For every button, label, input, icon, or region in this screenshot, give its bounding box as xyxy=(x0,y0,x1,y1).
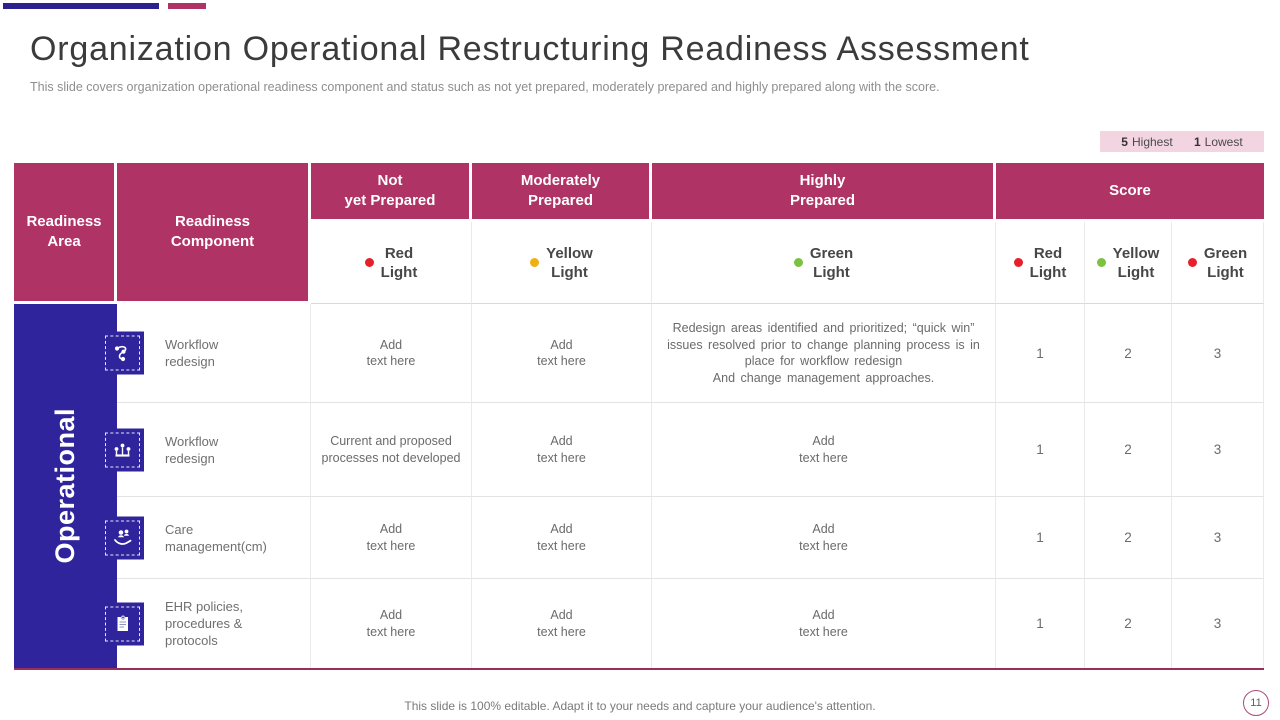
header-score: Score xyxy=(996,163,1264,222)
table-row-component: Workflow redesign xyxy=(101,403,311,497)
cell-score-yellow: 2 xyxy=(1085,497,1172,579)
cell-score-green: 3 xyxy=(1172,497,1264,579)
legend-highest-label: Highest xyxy=(1131,134,1173,149)
legend-highest-value: 5 xyxy=(1121,134,1128,149)
subheader-not-prepared-red-light: Red Light xyxy=(311,222,472,304)
accent-bar-blue xyxy=(3,3,159,9)
score-legend: 5 Highest 1 Lowest xyxy=(1100,131,1264,152)
legend-highest: 5 Highest xyxy=(1121,135,1172,149)
legend-lowest-value: 1 xyxy=(1193,134,1201,149)
subheader-score-red-light: Red Light xyxy=(996,222,1085,304)
page-subtitle: This slide covers organization operation… xyxy=(30,80,940,94)
workflow-flow-icon xyxy=(101,331,144,375)
green-dot-icon xyxy=(793,258,803,267)
yellow-dot-icon xyxy=(530,258,540,267)
header-readiness-area: Readiness Area xyxy=(14,163,117,304)
readiness-table: Readiness Area Readiness Component Not y… xyxy=(14,163,1264,670)
cell-highly: Add text here xyxy=(652,403,996,497)
red-dot-icon xyxy=(1013,258,1023,267)
header-not-yet-prepared: Not yet Prepared xyxy=(311,163,472,222)
cell-score-yellow: 2 xyxy=(1085,403,1172,497)
cell-moderately: Add text here xyxy=(472,497,652,579)
page-number: 11 xyxy=(1250,697,1262,709)
cell-score-yellow: 2 xyxy=(1085,304,1172,403)
subheader-moderately-yellow-light: Yellow Light xyxy=(472,222,652,304)
ehr-document-icon xyxy=(101,602,144,645)
care-management-icon xyxy=(101,516,144,559)
table-row-component: Workflow redesign xyxy=(101,304,311,403)
accent-bar-pink xyxy=(168,3,206,9)
header-moderately-prepared: Moderately Prepared xyxy=(472,163,652,222)
red-dot-icon xyxy=(364,258,374,267)
cell-highly: Add text here xyxy=(652,497,996,579)
cell-score-yellow: 2 xyxy=(1085,579,1172,668)
table-row-component: Care management(cm) xyxy=(101,497,311,579)
cell-score-red: 1 xyxy=(996,497,1085,579)
footer-note: This slide is 100% editable. Adapt it to… xyxy=(404,699,876,713)
workflow-sitemap-icon xyxy=(101,428,144,471)
cell-moderately: Add text here xyxy=(472,403,652,497)
page-number-badge: 11 xyxy=(1243,690,1269,716)
cell-not-prepared: Add text here xyxy=(311,304,472,403)
cell-not-prepared: Current and proposed processes not devel… xyxy=(311,403,472,497)
cell-score-red: 1 xyxy=(996,403,1085,497)
cell-not-prepared: Add text here xyxy=(311,497,472,579)
cell-score-red: 1 xyxy=(996,579,1085,668)
cell-moderately: Add text here xyxy=(472,579,652,668)
subheader-score-yellow-light: Yellow Light xyxy=(1085,222,1172,304)
red-dot-icon xyxy=(1187,258,1197,267)
cell-score-green: 3 xyxy=(1172,403,1264,497)
cell-highly: Add text here xyxy=(652,579,996,668)
subheader-highly-green-light: Green Light xyxy=(652,222,996,304)
cell-highly: Redesign areas identified and prioritize… xyxy=(652,304,996,403)
cell-moderately: Add text here xyxy=(472,304,652,403)
readiness-area-label: Operational xyxy=(50,408,80,564)
cell-score-green: 3 xyxy=(1172,579,1264,668)
readiness-area-band: Operational xyxy=(14,304,117,668)
green-dot-icon xyxy=(1096,258,1106,267)
table-row-component: EHR policies, procedures & protocols xyxy=(101,579,311,668)
legend-lowest: 1 Lowest xyxy=(1194,135,1243,149)
header-readiness-component: Readiness Component xyxy=(117,163,311,304)
cell-not-prepared: Add text here xyxy=(311,579,472,668)
legend-lowest-label: Lowest xyxy=(1204,134,1243,149)
page-title: Organization Operational Restructuring R… xyxy=(30,30,1030,68)
cell-score-green: 3 xyxy=(1172,304,1264,403)
cell-score-red: 1 xyxy=(996,304,1085,403)
header-highly-prepared: Highly Prepared xyxy=(652,163,996,222)
subheader-score-green-light: Green Light xyxy=(1172,222,1264,304)
